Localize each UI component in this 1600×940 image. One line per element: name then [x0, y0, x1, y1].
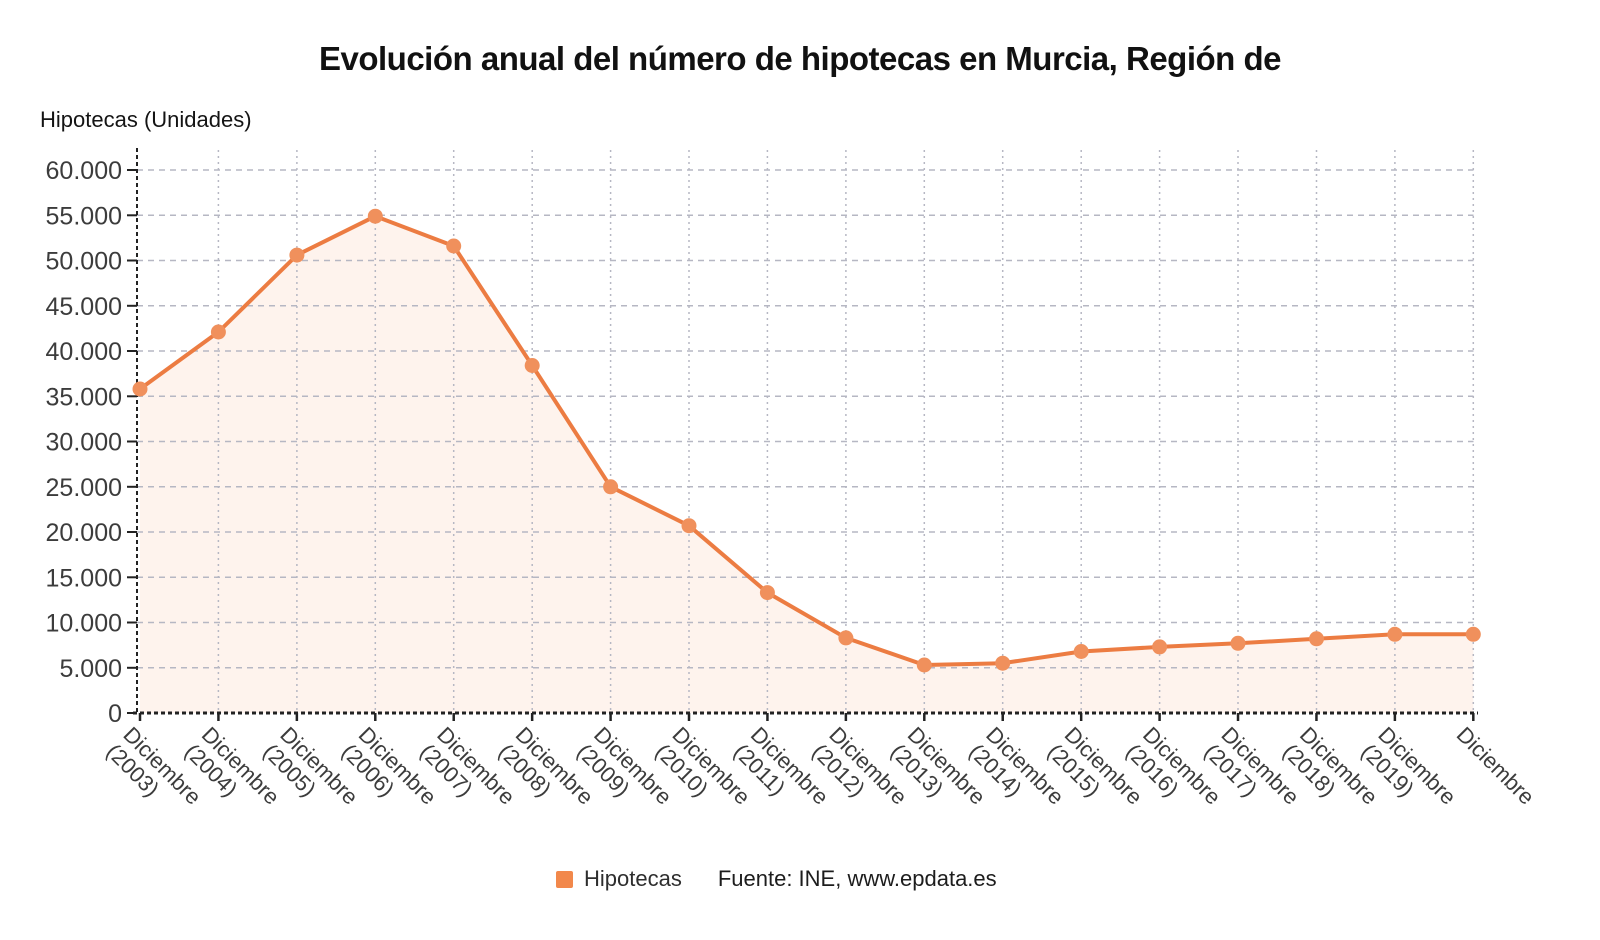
y-tick-label: 20.000	[46, 519, 122, 547]
x-tick-label: Diciembre(2003)	[101, 722, 206, 827]
y-tick-label: 60.000	[46, 157, 122, 185]
x-tick-label: Diciembre(2009)	[572, 722, 677, 827]
x-tick-label: Diciembre	[1452, 722, 1540, 810]
data-point-2003[interactable]	[132, 381, 148, 397]
y-tick-label: 45.000	[46, 293, 122, 321]
data-point-2013[interactable]	[916, 657, 932, 673]
x-tick-label: Diciembre(2007)	[415, 722, 520, 827]
x-tick-label: Diciembre(2015)	[1043, 722, 1148, 827]
y-tick-label: 10.000	[46, 610, 122, 638]
gridlines	[137, 150, 1475, 713]
y-tick-label: 30.000	[46, 429, 122, 457]
data-point-2006[interactable]	[367, 208, 383, 224]
source-text: Fuente: INE, www.epdata.es	[717, 866, 997, 891]
data-point-2015[interactable]	[1073, 644, 1089, 659]
x-tick-label: Diciembre(2012)	[807, 722, 912, 827]
x-tick-label: Diciembre(2013)	[886, 722, 991, 827]
legend: Hipotecas Fuente: INE, www.epdata.es	[556, 866, 997, 892]
y-tick-label: 15.000	[46, 564, 122, 592]
y-tick-label: 40.000	[46, 338, 122, 366]
data-point-2017[interactable]	[1230, 635, 1246, 651]
data-point-2007[interactable]	[446, 238, 462, 254]
x-tick-label: Diciembre(2011)	[729, 722, 834, 827]
chart-title: Evolución anual del número de hipotecas …	[318, 40, 1282, 77]
legend-series-swatch	[556, 870, 573, 888]
y-axis-labels: 0 5.000 10.000 15.000 20.000 25.000 30.000 35.0…	[46, 157, 122, 728]
data-point-2010[interactable]	[681, 518, 697, 534]
x-tick-label: Diciembre(2010)	[650, 722, 755, 827]
data-point-2008[interactable]	[524, 358, 540, 373]
x-axis-labels: Diciembre(2003) Diciembre(2004) Diciembre(…	[101, 722, 1540, 827]
axes	[127, 148, 1478, 721]
data-point-2005[interactable]	[289, 247, 305, 263]
data-point-2019[interactable]	[1387, 626, 1403, 642]
y-tick-label: 35.000	[46, 383, 122, 411]
x-tick-label: Diciembre(2004)	[180, 722, 285, 827]
legend-item-hipotecas[interactable]: Hipotecas	[556, 866, 718, 892]
data-point-2009[interactable]	[603, 479, 619, 495]
x-tick-label: Diciembre(2005)	[258, 722, 363, 827]
y-tick-label: 0	[108, 700, 122, 728]
data-point-2011[interactable]	[759, 585, 775, 601]
x-tick-label: Diciembre(2008)	[494, 722, 599, 827]
y-tick-label: 55.000	[46, 202, 122, 230]
y-tick-label: 50.000	[46, 248, 122, 276]
x-tick-label: Diciembre(2019)	[1356, 722, 1461, 827]
y-tick-label: 25.000	[46, 474, 122, 502]
area-fill	[140, 216, 1474, 713]
data-point-2014[interactable]	[995, 655, 1011, 671]
x-tick-label: Diciembre(2006)	[337, 722, 442, 827]
series-line	[138, 214, 1476, 667]
data-point-[interactable]	[1465, 626, 1481, 642]
x-tick-label: Diciembre(2014)	[964, 722, 1069, 827]
x-tick-label: Diciembre(2017)	[1199, 722, 1304, 827]
y-axis-title: Hipotecas (Unidades)	[40, 107, 252, 132]
data-point-2016[interactable]	[1152, 639, 1168, 655]
series-markers	[132, 208, 1481, 673]
data-point-2004[interactable]	[210, 324, 226, 340]
y-tick-label: 5.000	[59, 655, 122, 683]
legend-series-label: Hipotecas	[584, 866, 682, 891]
data-point-2018[interactable]	[1309, 631, 1324, 647]
x-tick-label: Diciembre(2018)	[1278, 722, 1383, 827]
x-tick-label: Diciembre(2016)	[1121, 722, 1226, 827]
data-point-2012[interactable]	[838, 630, 854, 646]
